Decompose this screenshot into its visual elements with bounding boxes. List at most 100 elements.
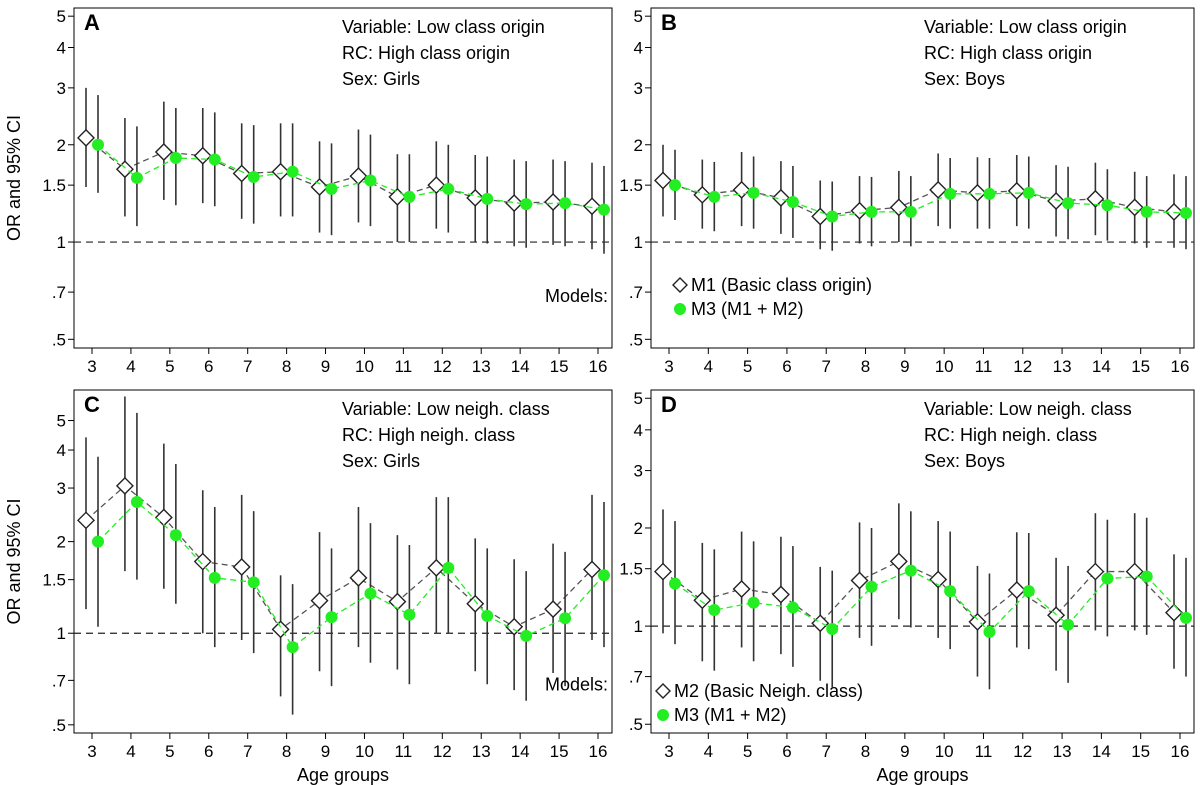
y-tick-label: 4: [634, 38, 643, 57]
x-tick-label: 10: [355, 357, 374, 376]
y-tick-label: 4: [634, 421, 643, 440]
point-diamond: [968, 183, 987, 202]
point-diamond: [889, 198, 908, 217]
x-tick-label: 5: [165, 357, 174, 376]
x-tick-label: 7: [821, 742, 830, 761]
point-circle: [92, 535, 104, 548]
x-tick-label: 6: [204, 357, 213, 376]
point-circle: [1022, 585, 1035, 598]
x-tick-label: 16: [589, 357, 608, 376]
point-diamond: [1125, 198, 1144, 217]
series-1: [654, 144, 1183, 250]
x-tick-label: 16: [589, 742, 608, 761]
point-diamond: [1007, 581, 1026, 600]
y-tick-label: .7: [52, 671, 66, 690]
x-tick-label: 4: [126, 357, 135, 376]
point-circle: [1062, 197, 1075, 210]
plot-frame: [650, 389, 1195, 734]
x-tick-label: 14: [1092, 742, 1111, 761]
series-line: [662, 560, 1175, 625]
panel-info: Sex: Girls: [342, 69, 420, 89]
y-tick-label: 3: [57, 479, 66, 498]
point-circle: [1101, 572, 1114, 585]
point-circle: [169, 152, 182, 165]
x-tick-label: 3: [664, 357, 673, 376]
x-tick-label: 5: [165, 742, 174, 761]
x-tick-label: 11: [975, 357, 993, 376]
y-tick-label: 3: [634, 79, 643, 98]
point-circle: [983, 187, 996, 200]
point-diamond: [349, 167, 368, 186]
point-circle: [1140, 205, 1153, 218]
legend-models-label: Models:: [545, 674, 608, 694]
legend-circle-icon: [674, 303, 686, 315]
point-diamond: [1086, 562, 1105, 581]
x-tick-label: 4: [126, 742, 135, 761]
point-circle: [130, 171, 143, 184]
point-diamond: [310, 591, 329, 610]
panel-d: .5 .7 1 1.5 2 3 4 5 3 4 5 6 7 8 9 10 11 12 13 14 15 16 D Variab…: [619, 389, 1195, 785]
x-tick-label: 15: [1131, 357, 1150, 376]
x-tick-label: 16: [1171, 742, 1190, 761]
x-tick-label: 3: [87, 742, 96, 761]
y-tick-label: 5: [57, 7, 66, 26]
legend-label: M1 (Basic class origin): [691, 275, 872, 295]
panel-label: D: [661, 392, 677, 417]
plot-frame: [650, 7, 1195, 349]
point-circle: [442, 182, 455, 195]
point-diamond: [929, 180, 948, 199]
point-diamond: [544, 600, 563, 619]
series-line: [85, 485, 593, 631]
point-circle: [598, 203, 610, 216]
point-diamond: [771, 188, 790, 207]
x-tick-label: 13: [1053, 357, 1072, 376]
point-circle: [403, 190, 416, 203]
x-tick-label: 6: [782, 357, 791, 376]
point-diamond: [232, 164, 251, 183]
x-axis-label: Age groups: [297, 765, 389, 785]
point-circle: [520, 629, 533, 642]
point-circle: [1180, 206, 1192, 219]
y-tick-label: 2: [57, 533, 66, 552]
series-line: [674, 184, 1187, 218]
point-diamond: [1125, 562, 1144, 581]
series-1: [77, 396, 601, 697]
x-tick-label: 7: [243, 357, 252, 376]
x-tick-label: 12: [1013, 742, 1032, 761]
point-circle: [442, 561, 455, 574]
series-2: [92, 95, 610, 254]
point-circle: [325, 611, 338, 624]
y-tick-label: 3: [57, 79, 66, 98]
x-tick-label: 8: [861, 357, 870, 376]
point-diamond: [850, 571, 869, 590]
point-circle: [944, 187, 957, 200]
x-tick-label: 7: [243, 742, 252, 761]
point-circle: [708, 190, 721, 203]
legend-label: M3 (M1 + M2): [691, 299, 804, 319]
point-circle: [325, 182, 338, 195]
point-circle: [403, 608, 416, 621]
x-tick-label: 12: [1013, 357, 1032, 376]
point-diamond: [427, 176, 446, 195]
x-tick-label: 7: [821, 357, 830, 376]
point-diamond: [583, 560, 601, 579]
y-tick-label: .7: [52, 283, 66, 302]
point-diamond: [232, 558, 251, 577]
plot-frame: [73, 389, 613, 734]
x-tick-label: 12: [433, 742, 452, 761]
y-tick-label: 2: [57, 136, 66, 155]
x-tick-label: 14: [511, 357, 530, 376]
panel-info: Variable: Low class origin: [924, 17, 1127, 37]
x-axis-label: Age groups: [876, 765, 968, 785]
y-axis-label: OR and 95% CI: [4, 498, 24, 624]
y-tick-label: .7: [629, 668, 643, 687]
point-diamond: [968, 612, 987, 631]
panel-info: Variable: Low class origin: [342, 17, 545, 37]
point-diamond: [1086, 189, 1105, 208]
x-tick-label: 5: [743, 357, 752, 376]
series-2: [669, 149, 1192, 251]
x-tick-label: 3: [664, 742, 673, 761]
point-diamond: [310, 178, 329, 197]
point-circle: [286, 641, 299, 654]
